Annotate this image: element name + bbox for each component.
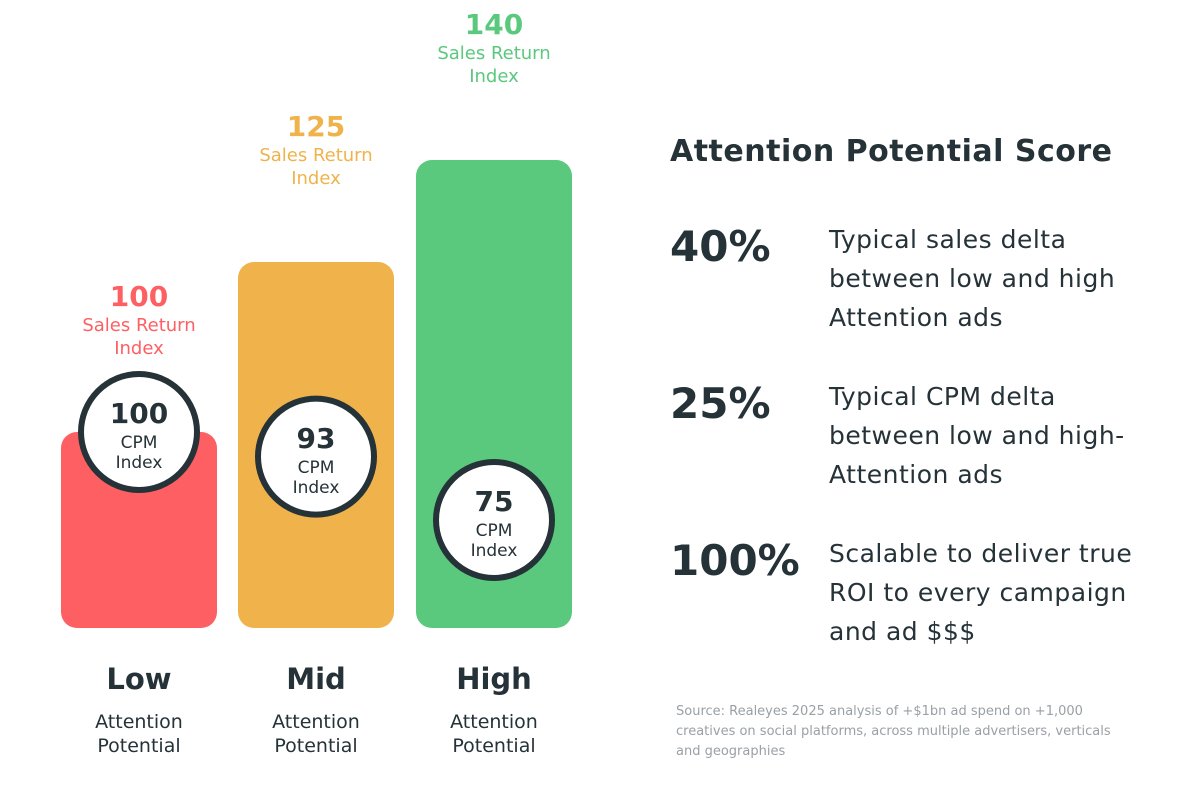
stat-text: Scalable to deliver true ROI to every ca… xyxy=(829,539,1133,646)
category-subtitle: Attention Potential xyxy=(95,711,183,757)
category-subtitle: Attention Potential xyxy=(450,711,538,757)
sales-label: Sales Return Index xyxy=(82,315,196,359)
cpm-label: CPM Index xyxy=(115,433,163,473)
stat-value: 25% xyxy=(670,379,771,428)
category-label: Low xyxy=(106,662,172,696)
stat-value: 40% xyxy=(670,222,771,271)
stat-text: Typical sales delta between low and high… xyxy=(829,225,1116,332)
source-note: Source: Realeyes 2025 analysis of +$1bn … xyxy=(676,704,1111,759)
stat-value: 100% xyxy=(670,536,800,585)
category-label: Mid xyxy=(286,662,346,696)
cpm-value: 75 xyxy=(474,485,514,518)
cpm-value: 93 xyxy=(296,421,336,455)
sales-label: Sales Return Index xyxy=(259,145,373,189)
sales-value: 140 xyxy=(464,8,524,41)
cpm-circle xyxy=(433,459,555,581)
stat-text: Typical CPM delta between low and high-A… xyxy=(829,382,1125,489)
sales-label: Sales Return Index xyxy=(437,43,551,87)
cpm-label: CPM Index xyxy=(470,521,518,561)
category-label: High xyxy=(456,662,532,696)
category-subtitle: Attention Potential xyxy=(272,711,360,757)
bar xyxy=(61,432,217,628)
panel-title: Attention Potential Score xyxy=(670,134,1113,169)
sales-value: 125 xyxy=(286,110,346,143)
cpm-circle xyxy=(255,395,377,518)
cpm-label: CPM Index xyxy=(292,457,340,498)
sales-value: 100 xyxy=(109,280,169,313)
cpm-value: 100 xyxy=(109,397,169,430)
cpm-circle xyxy=(78,371,200,493)
